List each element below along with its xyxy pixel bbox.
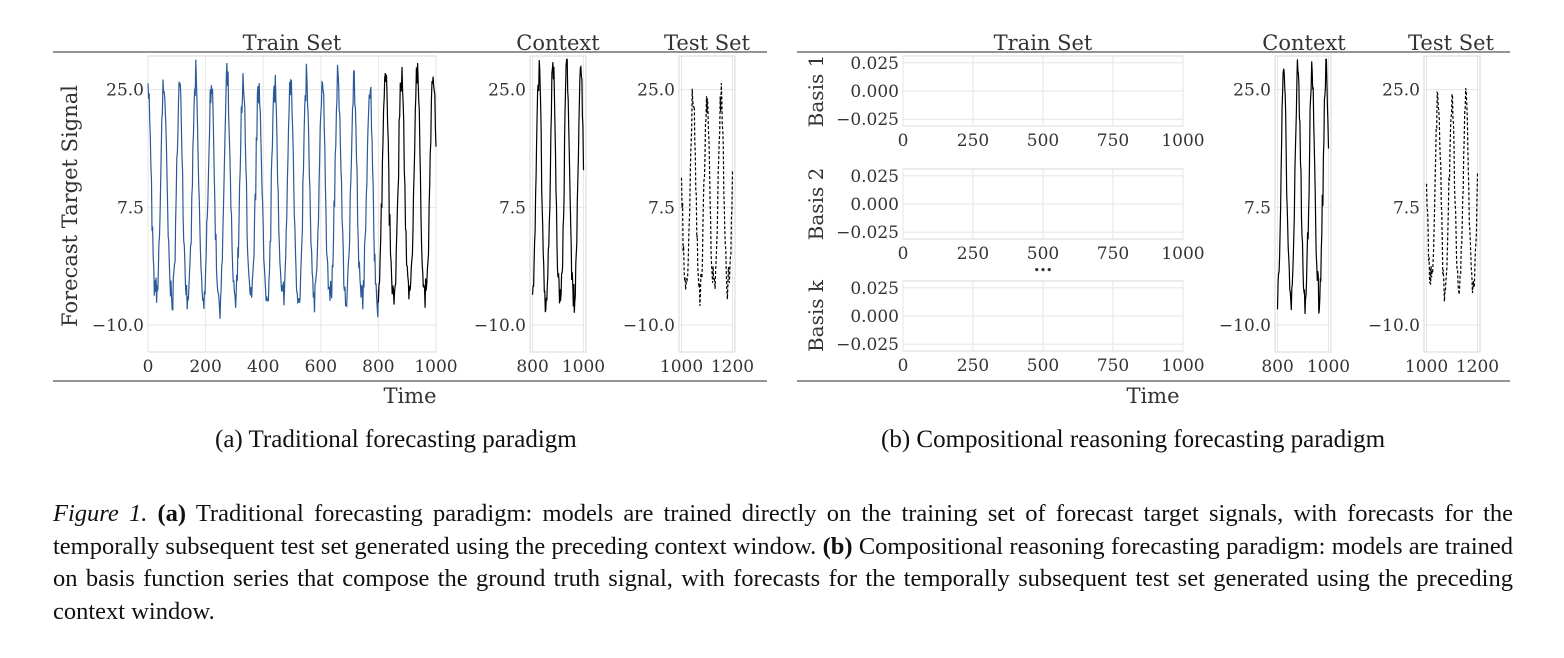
x-tick-label: 800 bbox=[362, 357, 394, 377]
figure-caption: Figure 1. (a) Traditional forecasting pa… bbox=[53, 498, 1513, 628]
chart-b-test: 1000 1200 −10.0 7.5 25.0 bbox=[1368, 55, 1499, 377]
x-tick-label: 250 bbox=[957, 356, 989, 376]
y-tick-label: 7.5 bbox=[1393, 198, 1420, 218]
y-tick-label: 0.000 bbox=[850, 307, 899, 327]
subcaption-b: (b) Compositional reasoning forecasting … bbox=[881, 426, 1386, 453]
y-tick-label: 25.0 bbox=[488, 81, 526, 101]
panel-a-xlabel: Time bbox=[383, 384, 436, 408]
x-tick-label: 1000 bbox=[562, 357, 605, 377]
y-tick-label: 25.0 bbox=[1233, 81, 1271, 101]
y-tick-label: 0.025 bbox=[850, 167, 899, 187]
panel-b-context-header: Context bbox=[1262, 31, 1346, 55]
y-tick-label: 25.0 bbox=[637, 81, 675, 101]
caption-a-text: Traditional forecasting paradigm: models… bbox=[53, 500, 1513, 560]
x-tick-label: 750 bbox=[1097, 131, 1129, 151]
y-tick-label: 25.0 bbox=[106, 81, 144, 101]
y-tick-label: −0.025 bbox=[836, 223, 899, 243]
panel-a-ylabel: Forecast Target Signal bbox=[58, 85, 82, 327]
caption-b-text: Compositional reasoning forecasting para… bbox=[53, 532, 1513, 625]
y-tick-label: 0.025 bbox=[850, 54, 899, 74]
x-tick-label: 1200 bbox=[711, 357, 754, 377]
y-tick-label: 7.5 bbox=[1244, 198, 1271, 218]
x-tick-label: 400 bbox=[247, 357, 279, 377]
x-tick-label: 1000 bbox=[660, 357, 703, 377]
x-tick-label: 800 bbox=[1261, 357, 1293, 377]
basis-ylabel: Basis 1 bbox=[804, 55, 828, 128]
axes-frame bbox=[1274, 55, 1332, 353]
subcaption-a: (a) Traditional forecasting paradigm bbox=[215, 426, 577, 453]
y-tick-label: 7.5 bbox=[117, 198, 144, 218]
x-tick-label: 1000 bbox=[1161, 131, 1204, 151]
chart-a-train: 0 200 400 600 800 1000 −10.0 7.5 25.0 bbox=[92, 55, 458, 377]
x-tick-label: 500 bbox=[1027, 131, 1059, 151]
y-tick-label: 7.5 bbox=[648, 198, 675, 218]
panel-b-train-header: Train Set bbox=[994, 31, 1093, 55]
series-line bbox=[147, 59, 379, 319]
x-tick-label: 800 bbox=[516, 357, 548, 377]
x-tick-label: 1000 bbox=[1405, 357, 1448, 377]
chart-b-context: 800 1000 −10.0 7.5 25.0 bbox=[1219, 55, 1350, 377]
panel-b-test-header: Test Set bbox=[1408, 31, 1495, 55]
caption-label: Figure 1. bbox=[53, 500, 148, 527]
x-tick-label: 250 bbox=[957, 131, 989, 151]
series-line bbox=[531, 58, 585, 313]
x-tick-label: 0 bbox=[898, 356, 909, 376]
y-tick-label: 7.5 bbox=[499, 198, 526, 218]
plot-area: 0 200 400 600 800 1000 −10.0 7.5 25.0 800 1000 −10.… bbox=[92, 54, 1499, 377]
x-tick-label: 1000 bbox=[1307, 357, 1350, 377]
y-tick-label: 0.000 bbox=[850, 82, 899, 102]
x-tick-label: 1000 bbox=[1161, 244, 1204, 264]
x-tick-label: 250 bbox=[957, 244, 989, 264]
x-tick-label: 1200 bbox=[1456, 357, 1499, 377]
y-tick-label: −0.025 bbox=[836, 335, 899, 355]
x-tick-label: 0 bbox=[898, 244, 909, 264]
basis-ylabel: Basis k bbox=[804, 279, 828, 352]
y-tick-label: −10.0 bbox=[623, 316, 675, 336]
chart-a-test: 1000 1200 −10.0 7.5 25.0 bbox=[623, 55, 754, 377]
chart-a-context: 800 1000 −10.0 7.5 25.0 bbox=[474, 55, 605, 377]
figure-1: Train Set Context Test Set Forecast Targ… bbox=[53, 31, 1510, 408]
x-tick-label: 0 bbox=[143, 357, 154, 377]
y-tick-label: −10.0 bbox=[1219, 316, 1271, 336]
x-tick-label: 0 bbox=[898, 131, 909, 151]
basis-ylabel: Basis 2 bbox=[804, 168, 828, 241]
y-tick-label: 0.025 bbox=[850, 279, 899, 299]
caption-b-tag: (b) bbox=[822, 532, 853, 560]
chart-b-basisk: 0 250 500 750 1000 0.025 0.000 −0.025 Basis k bbox=[804, 279, 1205, 376]
x-tick-label: 500 bbox=[1027, 244, 1059, 264]
x-tick-label: 500 bbox=[1027, 356, 1059, 376]
x-tick-label: 750 bbox=[1097, 244, 1129, 264]
panel-b-xlabel: Time bbox=[1126, 384, 1179, 408]
panel-a-test-header: Test Set bbox=[664, 31, 751, 55]
x-tick-label: 200 bbox=[189, 357, 221, 377]
y-tick-label: 25.0 bbox=[1382, 81, 1420, 101]
series-line bbox=[680, 83, 734, 306]
x-tick-label: 1000 bbox=[1161, 356, 1204, 376]
chart-b-basis1: 0 250 500 750 1000 0.025 0.000 −0.025 Basis 1 bbox=[804, 54, 1205, 151]
panel-a-train-header: Train Set bbox=[243, 31, 342, 55]
panel-b-ellipsis: ... bbox=[1034, 255, 1053, 276]
x-tick-label: 750 bbox=[1097, 356, 1129, 376]
chart-b-basis2: 0 250 500 750 1000 0.025 0.000 −0.025 Basis 2 bbox=[804, 167, 1205, 264]
y-tick-label: −0.025 bbox=[836, 110, 899, 130]
caption-a-tag: (a) bbox=[157, 500, 187, 527]
y-tick-label: −10.0 bbox=[474, 316, 526, 336]
x-tick-label: 1000 bbox=[414, 357, 457, 377]
series-line bbox=[377, 62, 437, 308]
panel-a-context-header: Context bbox=[516, 31, 600, 55]
x-tick-label: 600 bbox=[305, 357, 337, 377]
y-tick-label: 0.000 bbox=[850, 195, 899, 215]
axes-frame bbox=[529, 55, 587, 353]
y-tick-label: −10.0 bbox=[1368, 316, 1420, 336]
series-line bbox=[1425, 88, 1479, 302]
y-tick-label: −10.0 bbox=[92, 316, 144, 336]
series-line bbox=[1276, 58, 1330, 314]
